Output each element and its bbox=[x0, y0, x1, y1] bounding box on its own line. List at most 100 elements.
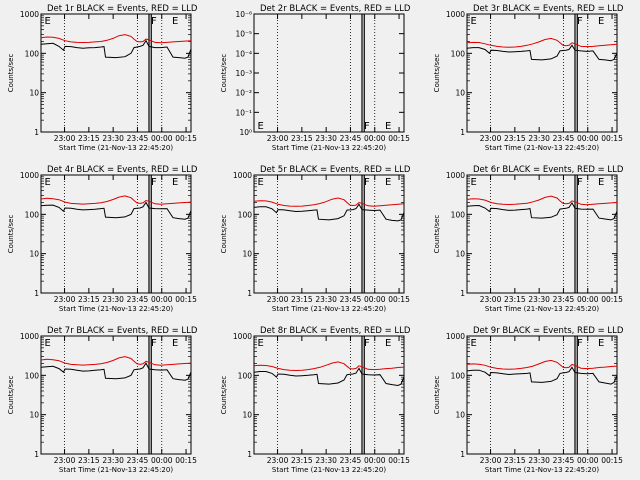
y-tick-label: 10⁻⁴ bbox=[235, 49, 252, 58]
y-tick-label: 10 bbox=[242, 250, 252, 259]
segment-marker: E bbox=[385, 177, 391, 188]
segment-marker: F bbox=[364, 177, 370, 188]
x-tick-label: 23:30 bbox=[528, 134, 550, 143]
y-tick-label: 10⁻³ bbox=[235, 69, 252, 78]
x-tick-label: 23:00 bbox=[267, 134, 289, 143]
series-lld-line bbox=[40, 195, 192, 205]
y-axis-label: Counts/sec bbox=[433, 215, 441, 254]
x-axis-label: Start Time (21-Nov-13 22:45:20) bbox=[485, 466, 599, 474]
panel-title: Det 9r BLACK = Events, RED = LLD bbox=[473, 326, 624, 336]
series-lld-line bbox=[466, 195, 618, 206]
y-axis-label: Counts/sec bbox=[220, 54, 228, 93]
plot-frame bbox=[40, 335, 192, 455]
y-tick-label: 1 bbox=[460, 450, 465, 459]
y-tick-label: 100 bbox=[25, 49, 40, 58]
series-lld-line bbox=[40, 356, 192, 366]
segment-marker: E bbox=[258, 121, 264, 132]
x-axis-label: Start Time (21-Nov-13 22:45:20) bbox=[59, 466, 173, 474]
y-axis-label: Counts/sec bbox=[7, 215, 15, 254]
segment-marker: E bbox=[172, 16, 178, 27]
y-tick-label: 1 bbox=[247, 289, 252, 298]
segment-marker: E bbox=[172, 338, 178, 349]
x-tick-label: 23:45 bbox=[340, 134, 362, 143]
y-tick-label: 10 bbox=[29, 411, 39, 420]
segment-marker: F bbox=[151, 16, 157, 27]
panel-det-9: Det 9r BLACK = Events, RED = LLD E F E 1000 1… bbox=[433, 326, 624, 474]
y-tick-label: 10 bbox=[455, 89, 465, 98]
segment-marker: F bbox=[577, 177, 583, 188]
panel-det-3: Det 3r BLACK = Events, RED = LLD E F E 1000 1… bbox=[433, 4, 624, 152]
x-tick-label: 00:15 bbox=[175, 295, 197, 304]
segment-marker: E bbox=[471, 16, 477, 27]
x-tick-label: 23:45 bbox=[127, 134, 149, 143]
panel-title: Det 8r BLACK = Events, RED = LLD bbox=[260, 326, 411, 336]
y-tick-label: 1 bbox=[34, 450, 39, 459]
x-tick-label: 23:30 bbox=[102, 456, 124, 465]
x-tick-label: 00:00 bbox=[577, 295, 599, 304]
y-tick-label: 10⁻⁵ bbox=[235, 30, 252, 39]
segment-marker: E bbox=[258, 177, 264, 188]
x-tick-label: 23:00 bbox=[267, 295, 289, 304]
y-axis-label: Counts/sec bbox=[7, 54, 15, 93]
x-tick-label: 00:15 bbox=[388, 456, 410, 465]
segment-marker: F bbox=[577, 16, 583, 27]
panel-det-4: Det 4r BLACK = Events, RED = LLD E F E 1000 1… bbox=[7, 165, 198, 313]
y-tick-label: 100 bbox=[25, 371, 40, 380]
segment-marker: F bbox=[151, 338, 157, 349]
panel-title: Det 2r BLACK = Events, RED = LLD bbox=[260, 4, 411, 14]
x-tick-label: 23:30 bbox=[102, 295, 124, 304]
y-tick-label: 100 bbox=[238, 210, 253, 219]
segment-marker: E bbox=[385, 338, 391, 349]
y-tick-label: 10 bbox=[29, 250, 39, 259]
segment-marker: F bbox=[364, 121, 370, 132]
segment-marker: E bbox=[598, 177, 604, 188]
segment-marker: F bbox=[151, 177, 157, 188]
series-events-line bbox=[253, 367, 405, 387]
x-tick-label: 00:15 bbox=[388, 295, 410, 304]
segment-marker: E bbox=[385, 121, 391, 132]
x-axis-label: Start Time (21-Nov-13 22:45:20) bbox=[59, 144, 173, 152]
x-tick-label: 23:15 bbox=[291, 456, 313, 465]
y-tick-label: 10⁻¹ bbox=[235, 108, 252, 117]
plot-frame bbox=[466, 174, 618, 294]
y-tick-label: 10 bbox=[455, 250, 465, 259]
x-tick-label: 23:15 bbox=[504, 134, 526, 143]
plot-frame bbox=[466, 13, 618, 133]
plot-frame bbox=[466, 335, 618, 455]
x-axis-label: Start Time (21-Nov-13 22:45:20) bbox=[59, 305, 173, 313]
x-axis-label: Start Time (21-Nov-13 22:45:20) bbox=[272, 305, 386, 313]
y-tick-label: 1000 bbox=[446, 10, 465, 19]
panel-title: Det 5r BLACK = Events, RED = LLD bbox=[260, 165, 411, 175]
x-axis-label: Start Time (21-Nov-13 22:45:20) bbox=[485, 305, 599, 313]
series-lld-line bbox=[466, 37, 618, 48]
y-tick-label: 100 bbox=[451, 371, 466, 380]
panel-det-2: Det 2r BLACK = Events, RED = LLD E F E 10⁻⁶ 1… bbox=[220, 4, 411, 152]
segment-marker: E bbox=[598, 16, 604, 27]
y-tick-label: 10 bbox=[29, 89, 39, 98]
y-tick-label: 1000 bbox=[20, 332, 39, 341]
x-tick-label: 23:15 bbox=[78, 456, 100, 465]
y-tick-label: 10 bbox=[242, 411, 252, 420]
series-events-line bbox=[466, 201, 618, 221]
segment-marker: F bbox=[364, 338, 370, 349]
plot-frame bbox=[253, 13, 405, 133]
segment-marker: E bbox=[598, 338, 604, 349]
segment-marker: E bbox=[471, 338, 477, 349]
series-lld-line bbox=[466, 359, 618, 370]
x-tick-label: 23:15 bbox=[291, 134, 313, 143]
x-axis-label: Start Time (21-Nov-13 22:45:20) bbox=[272, 466, 386, 474]
segment-marker: E bbox=[258, 338, 264, 349]
x-tick-label: 00:00 bbox=[364, 456, 386, 465]
panel-det-7: Det 7r BLACK = Events, RED = LLD E F E 1000 1… bbox=[7, 326, 198, 474]
segment-marker: F bbox=[577, 338, 583, 349]
x-tick-label: 23:00 bbox=[480, 456, 502, 465]
x-tick-label: 23:15 bbox=[504, 456, 526, 465]
x-tick-label: 00:00 bbox=[364, 134, 386, 143]
segment-marker: E bbox=[45, 338, 51, 349]
series-lld-line bbox=[253, 197, 405, 207]
x-tick-label: 23:45 bbox=[340, 456, 362, 465]
x-tick-label: 23:00 bbox=[480, 295, 502, 304]
y-axis-label: Counts/sec bbox=[220, 215, 228, 254]
segment-marker: E bbox=[172, 177, 178, 188]
